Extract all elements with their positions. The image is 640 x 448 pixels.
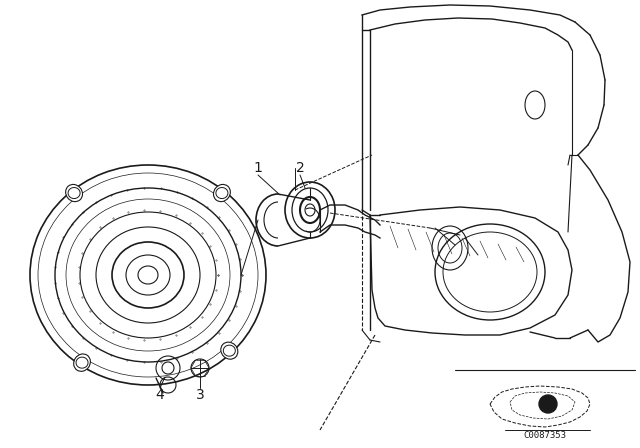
Ellipse shape xyxy=(221,342,238,359)
Ellipse shape xyxy=(214,185,230,202)
Text: 1: 1 xyxy=(253,161,262,175)
Text: 2: 2 xyxy=(296,161,305,175)
Text: 3: 3 xyxy=(196,388,204,402)
Ellipse shape xyxy=(66,185,83,202)
Circle shape xyxy=(539,395,557,413)
Ellipse shape xyxy=(74,354,90,371)
Text: 4: 4 xyxy=(156,388,164,402)
Text: C0087353: C0087353 xyxy=(524,431,566,440)
